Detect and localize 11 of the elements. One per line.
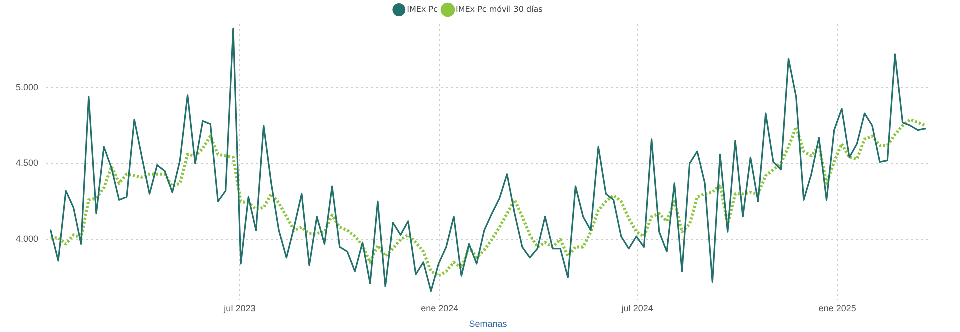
x-tick-label: ene 2024: [421, 303, 459, 314]
legend-label: IMEx Pc móvil 30 días: [456, 5, 543, 14]
legend-label: IMEx Pc: [407, 5, 438, 14]
line-series: [49, 118, 928, 278]
x-tick-label: jul 2024: [620, 303, 654, 314]
x-axis-title: Semanas: [469, 319, 508, 330]
y-tick-label: 5.000: [16, 82, 39, 92]
y-tick-label: 4.000: [16, 234, 39, 244]
x-tick-label: jul 2023: [223, 303, 256, 314]
x-tick-label: ene 2025: [818, 303, 856, 314]
y-tick-label: 4.500: [16, 158, 39, 168]
